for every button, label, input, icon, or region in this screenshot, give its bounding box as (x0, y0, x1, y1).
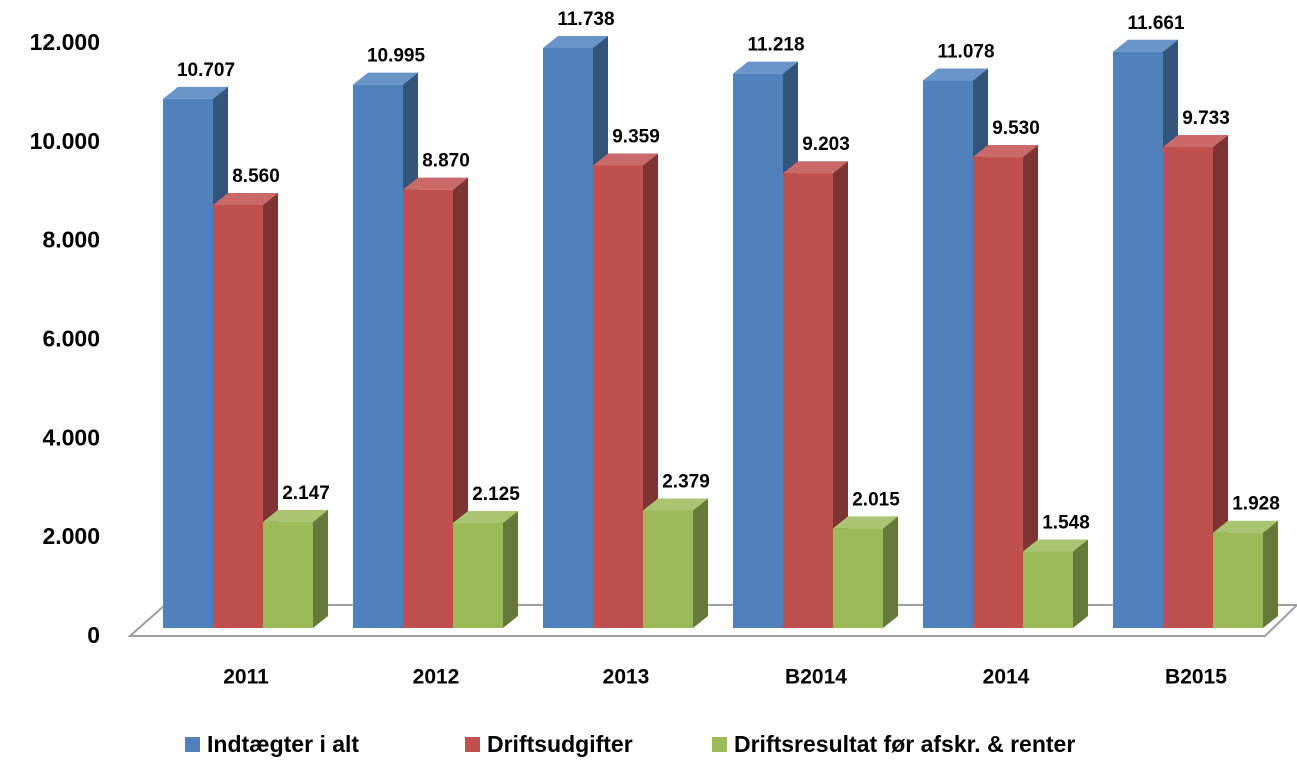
data-label: 10.995 (367, 46, 426, 67)
y-tick-label: 12.000 (30, 29, 100, 55)
bar-top (733, 61, 798, 74)
bar-top (403, 177, 468, 190)
bar-top (453, 510, 518, 523)
bar-side (1073, 539, 1088, 628)
bar-side (503, 510, 518, 628)
data-label: 8.560 (232, 166, 280, 187)
bar-top (1213, 520, 1278, 533)
data-label: 10.707 (177, 60, 235, 81)
bar-top (353, 72, 418, 85)
bar-top (1113, 39, 1178, 52)
data-label: 1.928 (1232, 494, 1280, 515)
bar-top (163, 86, 228, 99)
bar-side (1213, 135, 1228, 628)
y-tick-label: 4.000 (42, 424, 100, 450)
bar (403, 189, 453, 628)
bar-top (213, 192, 278, 205)
x-tick-label: B2014 (785, 666, 847, 689)
bar-top (643, 498, 708, 511)
x-tick-label: 2013 (603, 666, 650, 689)
bar-top (973, 145, 1038, 158)
bar (973, 157, 1023, 628)
bar-top (263, 509, 328, 522)
x-tick-label: 2014 (983, 666, 1030, 689)
data-label: 11.661 (1127, 13, 1184, 34)
y-tick-label: 0 (87, 622, 100, 648)
x-tick-label: 2011 (223, 666, 269, 689)
data-label: 9.733 (1182, 108, 1230, 129)
bar (1023, 551, 1073, 628)
bar (163, 98, 213, 628)
y-tick-label: 8.000 (42, 227, 100, 253)
bar-side (883, 516, 898, 628)
bar (593, 165, 643, 629)
legend-label: Driftsudgifter (487, 731, 633, 757)
legend-label: Indtægter i alt (207, 731, 359, 757)
bar-top (543, 35, 608, 48)
y-tick-label: 6.000 (42, 326, 100, 352)
bar-top (1163, 135, 1228, 148)
x-tick-label: 2012 (413, 666, 460, 689)
bar-side (1263, 520, 1278, 628)
legend-swatch (465, 737, 480, 752)
bar (213, 204, 263, 628)
legend-swatch (712, 737, 727, 752)
bar-top (783, 161, 848, 174)
bar-side (833, 161, 848, 628)
y-tick-label: 2.000 (42, 523, 100, 549)
bar-top (923, 68, 988, 81)
bar (1213, 532, 1263, 628)
bar (1163, 147, 1213, 628)
bar (643, 510, 693, 628)
bar-top (1023, 539, 1088, 552)
y-tick-label: 10.000 (30, 128, 100, 154)
bar-side (313, 509, 328, 628)
data-label: 2.147 (282, 483, 330, 504)
bar (733, 73, 783, 628)
data-label: 9.359 (612, 127, 660, 148)
legend-swatch (185, 737, 200, 752)
data-label: 11.218 (747, 35, 804, 56)
data-label: 11.078 (937, 42, 994, 63)
legend-label: Driftsresultat før afskr. & renter (734, 731, 1075, 757)
data-label: 2.125 (472, 484, 520, 505)
data-label: 9.530 (992, 118, 1040, 139)
bar-side (693, 498, 708, 628)
data-label: 1.548 (1042, 513, 1090, 534)
bar-side (1023, 145, 1038, 628)
data-label: 2.379 (662, 471, 710, 492)
bar-top (833, 516, 898, 529)
bar (783, 173, 833, 628)
bar (453, 522, 503, 628)
bar (1113, 51, 1163, 628)
data-label: 9.203 (802, 134, 850, 155)
data-label: 2.015 (852, 489, 900, 510)
x-tick-label: B2015 (1165, 666, 1227, 689)
bar (833, 528, 883, 628)
bar (263, 521, 313, 628)
data-label: 11.738 (557, 9, 614, 30)
bar (543, 47, 593, 629)
bar (923, 80, 973, 629)
bar-top (593, 153, 658, 166)
bar (353, 84, 403, 628)
data-label: 8.870 (422, 151, 470, 172)
